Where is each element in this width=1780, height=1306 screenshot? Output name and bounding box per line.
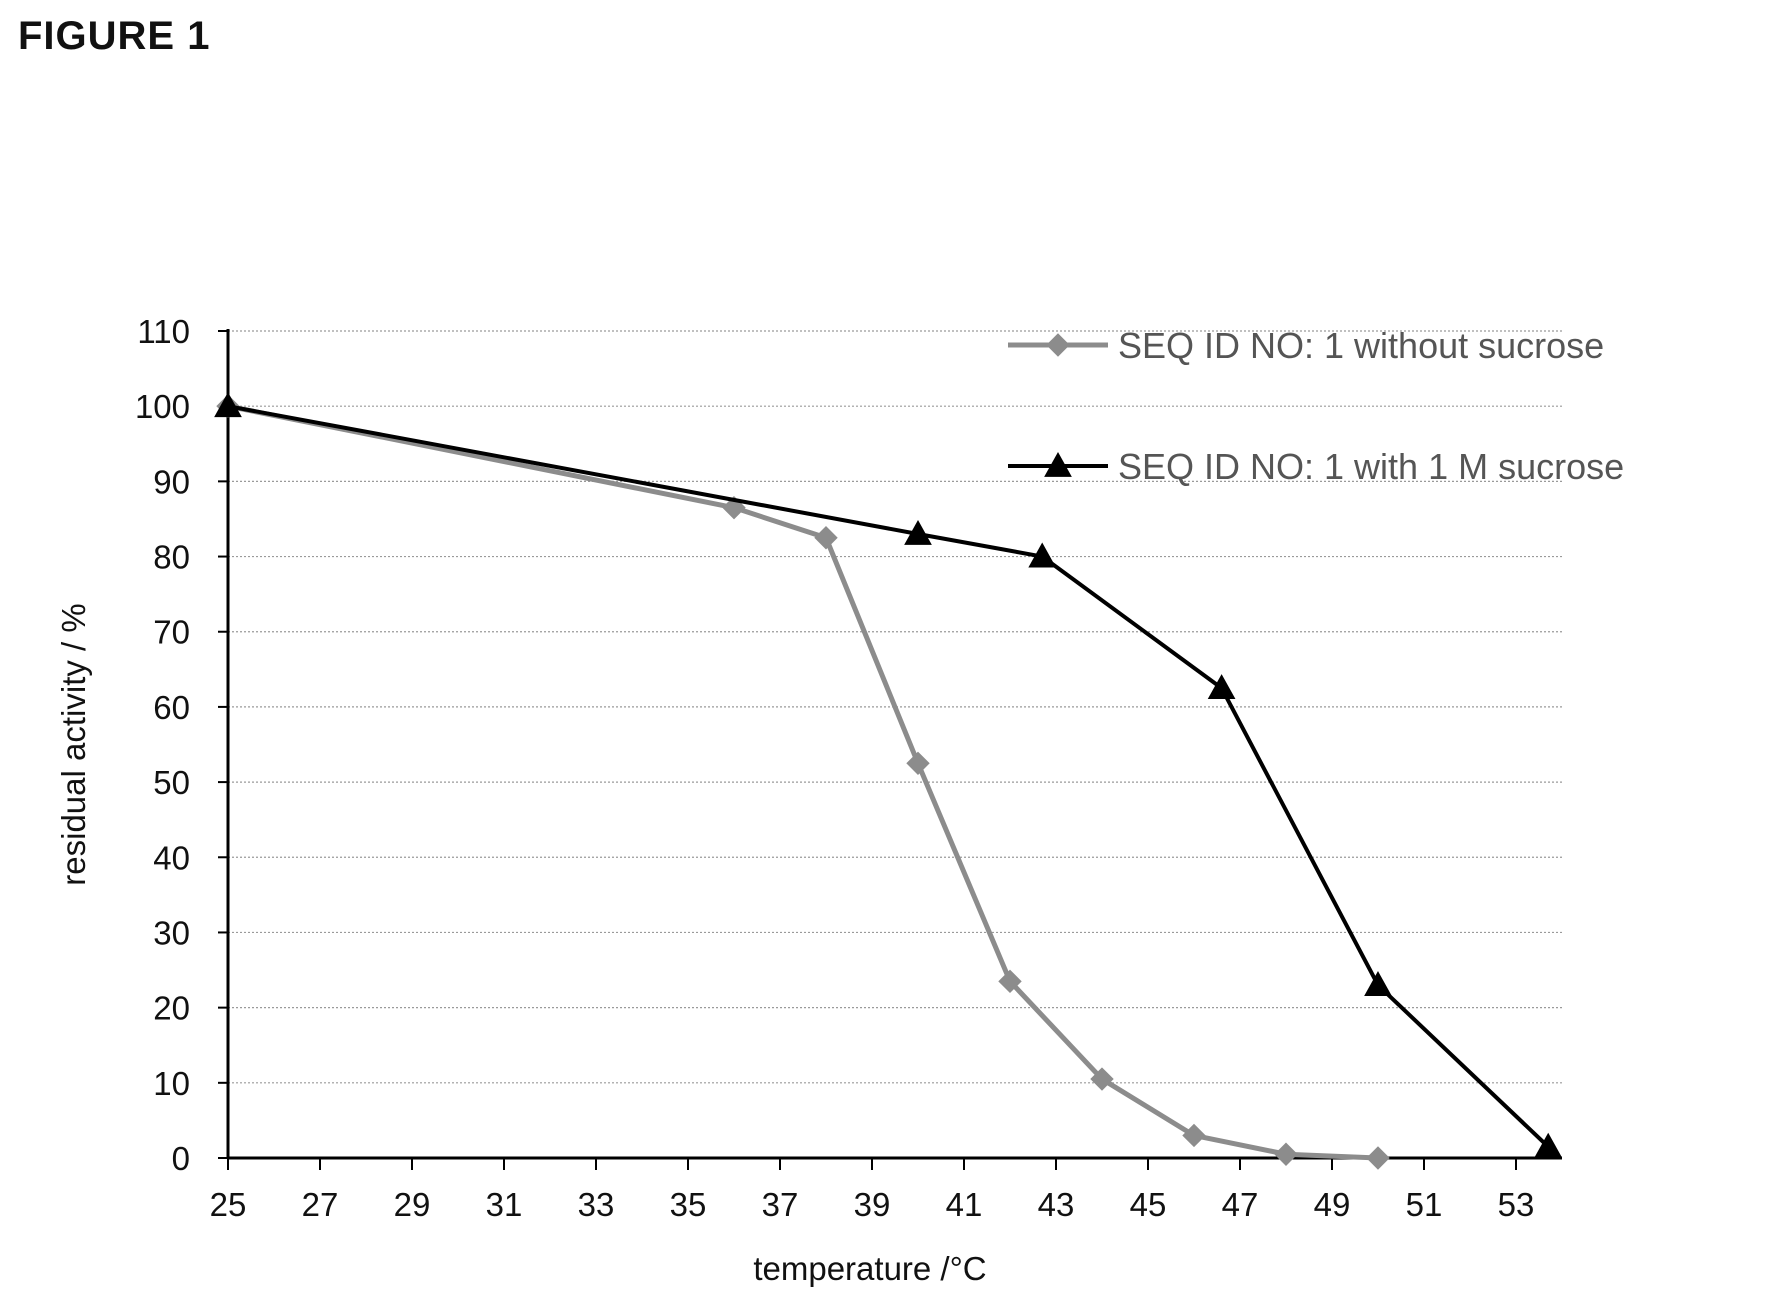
series-2 (214, 392, 1563, 1158)
series-2-line (227, 404, 1550, 1149)
y-tick-label-80: 80 (153, 539, 190, 576)
series-1-point-3 (814, 526, 838, 550)
figure-label: FIGURE 1 (18, 14, 211, 58)
y-tick-label-110: 110 (137, 313, 190, 350)
x-tick-label-31: 31 (486, 1186, 523, 1223)
series-1-point-5 (998, 969, 1022, 994)
x-tick-label-37: 37 (762, 1186, 799, 1223)
series-2-point-6 (1534, 1132, 1563, 1158)
x-axis-label: temperature /°C (753, 1250, 986, 1287)
series-2-point-3 (1028, 542, 1057, 568)
x-tick-label-45: 45 (1130, 1186, 1167, 1223)
x-tick-label-39: 39 (854, 1186, 891, 1223)
series-1-point-4 (906, 751, 930, 776)
y-tick-labels: 0 10 20 30 40 50 60 70 80 90 100 110 (135, 313, 190, 1177)
x-tick-label-47: 47 (1222, 1186, 1259, 1223)
x-tick-label-27: 27 (302, 1186, 339, 1223)
legend-marker-1 (1046, 333, 1070, 357)
series-1-point-6 (1090, 1067, 1114, 1091)
x-tick-label-33: 33 (578, 1186, 615, 1223)
series-1-point-7 (1182, 1123, 1206, 1148)
legend-label-2: SEQ ID NO: 1 with 1 M sucrose (1118, 446, 1624, 487)
y-tick-label-10: 10 (153, 1065, 190, 1102)
legend: SEQ ID NO: 1 without sucrose SEQ ID NO: 1… (1008, 325, 1624, 487)
x-tick-label-43: 43 (1038, 1186, 1075, 1223)
series-2-point-5 (1364, 971, 1392, 996)
series-1-point-9 (1366, 1146, 1390, 1170)
legend-marker-2 (1044, 451, 1072, 477)
series-1-point-8 (1274, 1142, 1298, 1166)
series-1 (216, 394, 1390, 1170)
data-series (214, 392, 1563, 1170)
series-2-point-2 (904, 519, 932, 545)
x-tick-labels: 25 27 29 31 33 35 37 39 41 43 45 47 49 51 53 (210, 1186, 1535, 1223)
series-2-point-4 (1207, 674, 1236, 700)
x-tick-label-49: 49 (1314, 1186, 1351, 1223)
y-tick-label-20: 20 (153, 990, 190, 1027)
x-tick-label-51: 51 (1406, 1186, 1443, 1223)
y-tick-label-30: 30 (153, 914, 190, 951)
x-tick-label-25: 25 (210, 1186, 247, 1223)
y-tick-label-90: 90 (153, 463, 190, 500)
y-axis-label: residual activity / % (55, 603, 92, 885)
y-tick-label-0: 0 (172, 1140, 190, 1177)
y-tick-label-50: 50 (153, 764, 190, 801)
legend-label-1: SEQ ID NO: 1 without sucrose (1118, 325, 1604, 366)
x-tick-label-53: 53 (1498, 1186, 1535, 1223)
y-tick-label-40: 40 (153, 839, 190, 876)
x-tick-label-35: 35 (670, 1186, 707, 1223)
y-tick-label-100: 100 (135, 388, 190, 425)
y-tick-label-70: 70 (153, 614, 190, 651)
series-2-point-1 (214, 392, 242, 418)
x-tick-label-41: 41 (946, 1186, 983, 1223)
x-tick-label-29: 29 (394, 1186, 431, 1223)
y-tick-label-60: 60 (153, 689, 190, 726)
legend-item-2: SEQ ID NO: 1 with 1 M sucrose (1008, 446, 1624, 487)
legend-item-1: SEQ ID NO: 1 without sucrose (1008, 325, 1604, 366)
